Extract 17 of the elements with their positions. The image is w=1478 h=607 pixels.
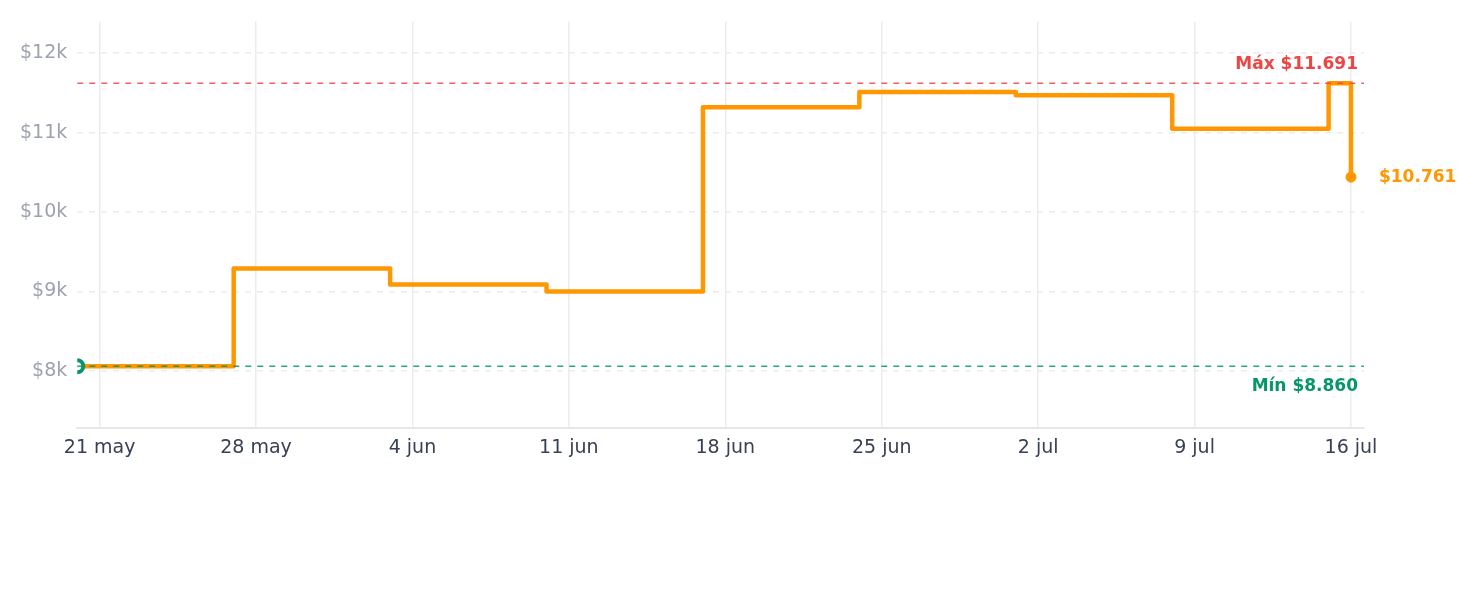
- ref-line-label: Mín $8.860: [1251, 375, 1359, 396]
- x-tick-label: 18 jun: [695, 434, 756, 457]
- x-tick-label: 21 may: [63, 434, 136, 457]
- x-tick-label: 28 may: [220, 434, 292, 457]
- x-tick-label: 25 jun: [851, 434, 912, 457]
- y-tick-label: $11k: [19, 119, 68, 142]
- x-tick-label: 4 jun: [388, 434, 437, 457]
- x-tick-label: 11 jun: [539, 434, 599, 457]
- annotation: $10.761: [1378, 165, 1457, 186]
- y-tick-label: $8k: [32, 357, 68, 380]
- x-tick-label: 16 jul: [1324, 434, 1378, 457]
- x-tick-label: 2 jul: [1017, 434, 1059, 457]
- y-tick-label: $12k: [19, 40, 68, 63]
- y-tick-label: $9k: [32, 278, 68, 301]
- x-tick-label: 9 jul: [1174, 434, 1215, 457]
- ref-line-label: Máx $11.691: [1235, 53, 1358, 74]
- y-tick-label: $10k: [19, 199, 68, 222]
